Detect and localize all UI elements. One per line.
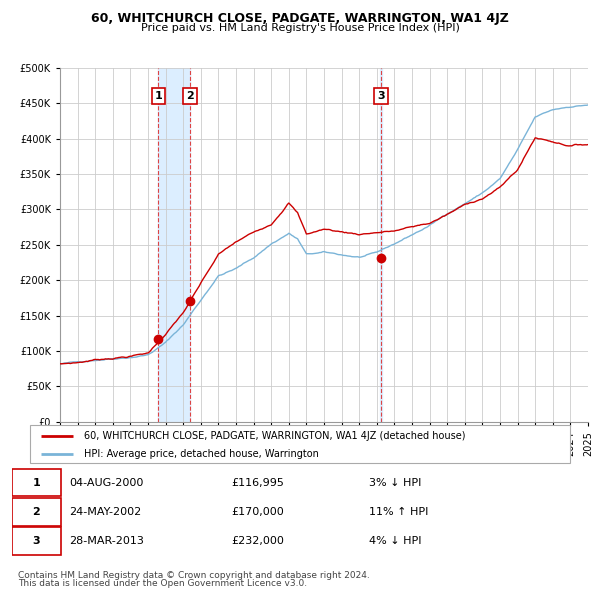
FancyBboxPatch shape	[12, 469, 61, 496]
Bar	[158, 68, 190, 422]
Text: 2: 2	[186, 91, 194, 101]
Text: 24-MAY-2002: 24-MAY-2002	[70, 507, 142, 517]
Text: 04-AUG-2000: 04-AUG-2000	[70, 477, 144, 487]
Text: Contains HM Land Registry data © Crown copyright and database right 2024.: Contains HM Land Registry data © Crown c…	[18, 571, 370, 579]
Text: 3% ↓ HPI: 3% ↓ HPI	[369, 477, 421, 487]
FancyBboxPatch shape	[12, 527, 61, 555]
Text: 3: 3	[377, 91, 385, 101]
Text: £170,000: £170,000	[231, 507, 284, 517]
FancyBboxPatch shape	[30, 425, 570, 463]
Text: 4% ↓ HPI: 4% ↓ HPI	[369, 536, 422, 546]
Text: 1: 1	[155, 91, 162, 101]
Text: 11% ↑ HPI: 11% ↑ HPI	[369, 507, 428, 517]
Text: 28-MAR-2013: 28-MAR-2013	[70, 536, 145, 546]
FancyBboxPatch shape	[12, 498, 61, 526]
Text: £232,000: £232,000	[231, 536, 284, 546]
Text: Price paid vs. HM Land Registry's House Price Index (HPI): Price paid vs. HM Land Registry's House …	[140, 23, 460, 33]
Text: HPI: Average price, detached house, Warrington: HPI: Average price, detached house, Warr…	[84, 448, 319, 458]
Text: 3: 3	[32, 536, 40, 546]
Bar	[380, 68, 382, 422]
Text: 60, WHITCHURCH CLOSE, PADGATE, WARRINGTON, WA1 4JZ (detached house): 60, WHITCHURCH CLOSE, PADGATE, WARRINGTO…	[84, 431, 466, 441]
Text: This data is licensed under the Open Government Licence v3.0.: This data is licensed under the Open Gov…	[18, 579, 307, 588]
Text: £116,995: £116,995	[231, 477, 284, 487]
Text: 60, WHITCHURCH CLOSE, PADGATE, WARRINGTON, WA1 4JZ: 60, WHITCHURCH CLOSE, PADGATE, WARRINGTO…	[91, 12, 509, 25]
Text: 1: 1	[32, 477, 40, 487]
Text: 2: 2	[32, 507, 40, 517]
